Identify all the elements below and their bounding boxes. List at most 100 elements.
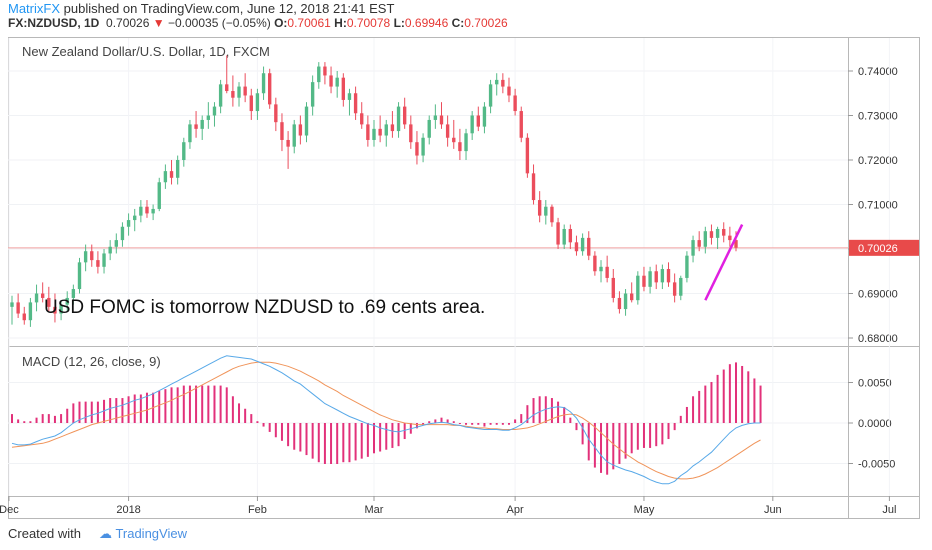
macd-histogram-bar bbox=[759, 385, 762, 423]
candle-body bbox=[531, 173, 536, 201]
macd-histogram-bar bbox=[373, 423, 375, 454]
candle-body bbox=[16, 302, 20, 314]
macd-histogram-bar bbox=[550, 398, 553, 423]
candle-body bbox=[599, 266, 603, 272]
candle-body bbox=[476, 115, 480, 127]
candle-body bbox=[90, 251, 94, 261]
candle-body bbox=[194, 124, 198, 129]
candle-body bbox=[384, 124, 388, 136]
time-tick-label: Dec bbox=[0, 504, 19, 516]
macd-histogram-bar bbox=[581, 423, 584, 445]
macd-histogram-bar bbox=[207, 385, 210, 423]
macd-histogram-bar bbox=[477, 423, 480, 425]
macd-histogram-bar bbox=[434, 419, 437, 423]
candle-body bbox=[163, 171, 168, 183]
macd-histogram-bar bbox=[692, 396, 695, 423]
price-tick-label: 0.74000 bbox=[858, 66, 898, 78]
macd-histogram-bar bbox=[458, 423, 461, 424]
time-tick-label: Jun bbox=[764, 504, 782, 516]
macd-histogram-bar bbox=[182, 385, 185, 423]
publish-line: MatrixFX published on TradingView.com, J… bbox=[8, 1, 394, 16]
candle-body bbox=[360, 113, 364, 125]
macd-histogram-bar bbox=[195, 385, 198, 423]
macd-histogram-bar bbox=[636, 423, 639, 450]
candle-body bbox=[648, 271, 652, 287]
candle-body bbox=[366, 124, 370, 140]
candle-body bbox=[734, 240, 738, 248]
macd-histogram-bar bbox=[213, 385, 216, 423]
macd-histogram-bar bbox=[317, 423, 320, 463]
candle-body bbox=[323, 66, 327, 76]
macd-histogram-bar bbox=[685, 406, 688, 423]
macd-tick-label: -0.0050 bbox=[858, 459, 895, 471]
candle-body bbox=[427, 119, 431, 138]
trend-line bbox=[704, 223, 744, 301]
candle-body bbox=[280, 122, 284, 140]
candle-body bbox=[329, 75, 333, 87]
last-price: 0.70026 bbox=[106, 16, 150, 30]
candle-body bbox=[574, 242, 579, 252]
low-label: L: bbox=[393, 16, 405, 30]
candle-body bbox=[556, 222, 560, 245]
macd-histogram-bar bbox=[336, 423, 339, 464]
candle-body bbox=[402, 106, 407, 125]
candle-body bbox=[642, 275, 646, 287]
macd-histogram-bar bbox=[655, 423, 658, 447]
candle-body bbox=[672, 282, 677, 296]
candle-body bbox=[200, 119, 204, 129]
candle-body bbox=[139, 206, 143, 216]
candle-body bbox=[255, 93, 260, 112]
candle-body bbox=[10, 302, 14, 307]
symbol-label: FX:NZDUSD, 1D bbox=[8, 16, 100, 30]
macd-histogram-bar bbox=[29, 421, 32, 423]
candle-body bbox=[605, 266, 609, 278]
candle-body bbox=[439, 115, 444, 125]
quote-line: FX:NZDUSD, 1D 0.70026 ▼ −0.00035 (−0.05%… bbox=[8, 16, 508, 30]
candle-body bbox=[593, 255, 597, 272]
candle-body bbox=[83, 251, 88, 263]
tradingview-link[interactable]: TradingView bbox=[115, 526, 187, 541]
candle-body bbox=[120, 226, 125, 241]
macd-histogram-bar bbox=[379, 423, 382, 452]
publisher-link[interactable]: MatrixFX bbox=[8, 1, 60, 16]
candle-body bbox=[274, 104, 278, 123]
macd-histogram-bar bbox=[391, 423, 394, 448]
candle-body bbox=[452, 137, 456, 143]
last-price-badge bbox=[849, 239, 919, 256]
candle-body bbox=[660, 269, 665, 283]
candle-body bbox=[310, 82, 315, 107]
macd-histogram-bar bbox=[483, 423, 486, 427]
candle-body bbox=[513, 95, 517, 112]
price-change: −0.00035 (−0.05%) bbox=[167, 16, 271, 30]
candle-body bbox=[568, 228, 573, 243]
candle-body bbox=[341, 77, 346, 100]
candle-body bbox=[292, 124, 296, 147]
macd-histogram-bar bbox=[133, 394, 136, 423]
macd-histogram-bar bbox=[422, 423, 425, 425]
macd-histogram-bar bbox=[624, 423, 627, 459]
candle-body bbox=[65, 297, 69, 305]
candle-body bbox=[28, 302, 33, 321]
candle-body bbox=[261, 73, 266, 94]
time-tick-label: Feb bbox=[248, 504, 267, 516]
candle-body bbox=[636, 275, 640, 301]
macd-histogram-bar bbox=[201, 385, 204, 423]
macd-histogram-bar bbox=[501, 423, 504, 425]
price-tick-label: 0.73000 bbox=[858, 111, 898, 123]
macd-histogram-bar bbox=[170, 387, 173, 423]
macd-histogram-bar bbox=[250, 414, 253, 423]
macd-histogram-bar bbox=[722, 369, 725, 423]
price-tick-label: 0.71000 bbox=[858, 200, 898, 212]
candle-body bbox=[617, 297, 622, 310]
open-value: 0.70061 bbox=[287, 16, 331, 30]
macd-histogram-bar bbox=[354, 423, 357, 461]
candle-body bbox=[458, 142, 462, 152]
macd-histogram-bar bbox=[66, 408, 69, 423]
close-label: C: bbox=[451, 16, 465, 30]
high-value: 0.70078 bbox=[346, 16, 391, 30]
macd-histogram-bar bbox=[145, 392, 148, 423]
candle-body bbox=[470, 115, 474, 134]
candle-body bbox=[175, 160, 180, 178]
macd-pane-title: MACD (12, 26, close, 9) bbox=[22, 354, 161, 369]
